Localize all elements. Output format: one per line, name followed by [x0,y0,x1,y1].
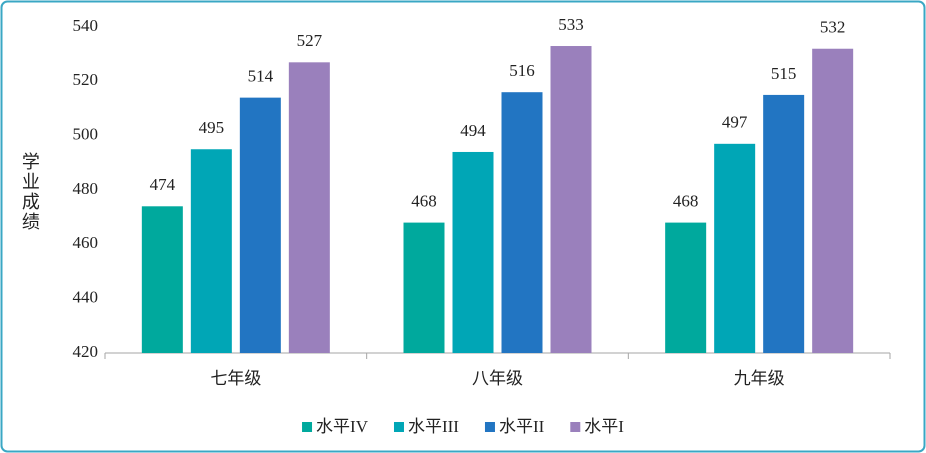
data-label: 474 [150,175,176,194]
legend-label: 水平III [408,417,459,436]
y-tick-label: 460 [73,233,99,252]
data-label: 468 [673,192,699,211]
bar [288,62,330,354]
legend-label: 水平IV [316,417,369,436]
y-tick-label: 500 [73,125,99,144]
bar [501,92,543,353]
y-tick-label: 440 [73,288,99,307]
data-label: 527 [297,31,323,50]
bar [190,149,232,353]
data-label: 515 [771,64,797,83]
data-label: 532 [820,18,846,37]
data-label: 495 [199,118,225,137]
bar [812,48,854,353]
bar [239,97,281,353]
legend-swatch [570,422,581,432]
y-tick-label: 480 [73,179,99,198]
legend-swatch [484,422,495,432]
data-label: 516 [509,61,535,80]
data-label: 468 [411,192,437,211]
y-axis-label: 学业成绩 [20,152,40,232]
x-tick-label: 九年级 [734,369,785,388]
legend-label: 水平II [499,417,545,436]
bar [665,222,707,353]
y-tick-label: 420 [73,342,99,361]
y-tick-label: 540 [73,16,99,35]
legend-swatch [393,422,404,432]
legend-label: 水平I [584,417,624,436]
bar [452,151,494,353]
legend-swatch [302,422,313,432]
bar [403,222,445,353]
bar [763,94,805,354]
bar [714,143,756,353]
x-tick-label: 七年级 [210,369,261,388]
data-label: 494 [460,121,486,140]
bar [550,46,592,354]
data-label: 514 [248,67,274,86]
data-label: 533 [558,15,584,34]
y-tick-label: 520 [73,70,99,89]
x-tick-label: 八年级 [472,369,523,388]
data-label: 497 [722,113,748,132]
bar [141,206,183,353]
